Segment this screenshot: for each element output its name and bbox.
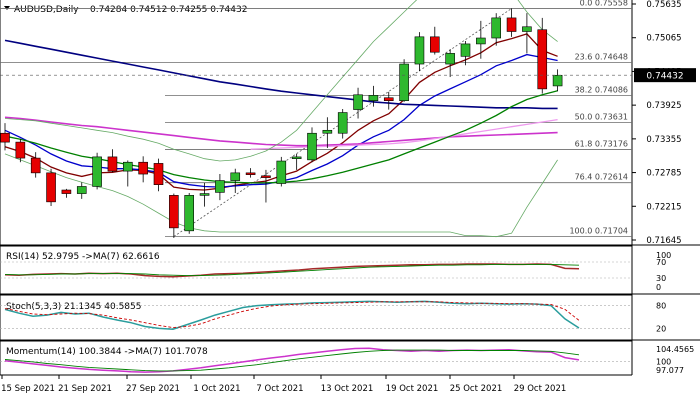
price-axis: 0.756350.750650.744950.739250.733550.727… — [0, 0, 696, 246]
candle-bullish[interactable] — [460, 43, 471, 57]
time-tick-label: 1 Oct 2021 — [193, 384, 240, 394]
moving-average-line-4 — [250, 118, 558, 150]
candle-bullish[interactable] — [76, 186, 87, 194]
price-tick-label: 0.72785 — [646, 169, 681, 179]
candle-bullish[interactable] — [291, 156, 302, 159]
time-tick-label: 15 Sep 2021 — [1, 384, 55, 394]
price-tick-label: 0.71645 — [646, 236, 681, 246]
indicator-tick-label: 80 — [656, 302, 666, 311]
time-tick-label: 7 Oct 2021 — [256, 384, 303, 394]
indicator-tick-label: 97.077 — [656, 366, 684, 375]
price-tick-label: 0.73355 — [646, 135, 681, 145]
candle-bearish[interactable] — [383, 97, 394, 102]
candle-bullish[interactable] — [445, 53, 455, 65]
indicator-tick-label: 104.4565 — [656, 345, 694, 354]
momentum-label: Momentum(14) 100.3844 ->MA(7) 101.7078 — [6, 347, 208, 357]
candle-bearish[interactable] — [61, 189, 72, 194]
candle-bullish[interactable] — [123, 161, 133, 172]
indicator-tick-label: 100 — [656, 358, 671, 367]
symbol-icon — [4, 6, 10, 10]
candle-bullish[interactable] — [399, 63, 409, 102]
candle-bearish[interactable] — [138, 161, 148, 175]
moving-average-line-6 — [4, 0, 558, 162]
candle-bearish[interactable] — [261, 175, 271, 178]
stoch-label: Stoch(5,3,3) 21.1345 40.5855 — [6, 302, 141, 312]
price-tick-label: 0.75635 — [646, 0, 681, 10]
fib-level-label: 61.8 0.73176 — [575, 139, 628, 148]
indicator-tick-label: 30 — [656, 274, 666, 283]
candle-bullish[interactable] — [230, 172, 241, 181]
indicator-tick-label: 100 — [656, 251, 671, 260]
time-tick-label: 13 Oct 2021 — [321, 384, 374, 394]
time-tick-label: 19 Oct 2021 — [386, 384, 439, 394]
candle-bearish[interactable] — [46, 172, 56, 203]
candle-bearish[interactable] — [537, 29, 548, 90]
candle-bullish[interactable] — [491, 17, 502, 39]
indicator-tick-label: 0 — [656, 283, 661, 292]
candlesticks[interactable] — [0, 8, 563, 238]
candle-bullish[interactable] — [552, 74, 563, 87]
price-tick-label: 0.73925 — [646, 101, 681, 111]
indicator-series-1 — [4, 301, 580, 329]
candle-bullish[interactable] — [476, 37, 486, 45]
price-tick-label: 0.72215 — [646, 202, 681, 212]
current-price-tag — [634, 68, 696, 83]
candle-bullish[interactable] — [307, 132, 317, 161]
candle-bearish[interactable] — [30, 157, 41, 174]
candle-bullish[interactable] — [184, 195, 194, 232]
fibonacci-retracement[interactable]: 0.0 0.75558 23.6 0.74648 38.2 0.74086 50.0 … — [0, 0, 632, 237]
candle-bullish[interactable] — [199, 193, 210, 196]
fib-level-label: 0.0 0.75558 — [580, 0, 628, 8]
time-tick-label: 27 Sep 2021 — [126, 384, 180, 394]
current-price-value: 0.74432 — [646, 72, 683, 82]
fib-level-label: 38.2 0.74086 — [575, 86, 628, 95]
fib-level-label: 50.0 0.73631 — [575, 113, 628, 122]
candle-bearish[interactable] — [506, 17, 517, 32]
candle-bearish[interactable] — [153, 163, 164, 185]
candle-bullish[interactable] — [215, 180, 225, 193]
fib-level-label: 23.6 0.74648 — [575, 52, 628, 61]
candle-bullish[interactable] — [353, 94, 363, 110]
indicator-series-1 — [4, 263, 580, 277]
candle-bearish[interactable] — [0, 132, 10, 143]
indicator-tick-label: 20 — [656, 324, 666, 333]
rsi-label: RSI(14) 52.9795 ->MA(7) 62.6616 — [6, 252, 160, 262]
candle-bullish[interactable] — [276, 160, 287, 184]
time-tick-label: 25 Oct 2021 — [450, 384, 503, 394]
ohlc-values: 0.74284 0.74512 0.74255 0.74432 — [90, 5, 247, 15]
price-tick-label: 0.75065 — [646, 34, 681, 44]
candle-bearish[interactable] — [245, 172, 256, 175]
indicator-tick-label: 70 — [656, 258, 666, 267]
candle-bullish[interactable] — [337, 112, 348, 134]
candle-bullish[interactable] — [414, 36, 425, 65]
time-tick-label: 21 Sep 2021 — [58, 384, 112, 394]
symbol-label: AUDUSD,Daily — [14, 5, 79, 15]
indicator-series-1 — [4, 349, 580, 372]
candle-bullish[interactable] — [368, 95, 379, 102]
time-tick-label: 29 Oct 2021 — [514, 384, 567, 394]
fib-level-label: 100.0 0.71704 — [569, 227, 628, 236]
moving-average-line-3 — [4, 116, 558, 147]
moving-average-line-2 — [4, 39, 558, 110]
fib-level-label: 76.4 0.72614 — [575, 173, 628, 182]
candle-bearish[interactable] — [15, 141, 26, 159]
candle-bearish[interactable] — [107, 156, 118, 172]
candle-bullish[interactable] — [522, 26, 532, 32]
candle-bullish[interactable] — [322, 129, 333, 134]
time-axis: 15 Sep 2021 21 Sep 2021 27 Sep 2021 1 Oct 2… — [1, 375, 566, 394]
candle-bearish[interactable] — [169, 195, 179, 229]
candle-bearish[interactable] — [429, 36, 440, 53]
candle-bullish[interactable] — [92, 156, 102, 187]
